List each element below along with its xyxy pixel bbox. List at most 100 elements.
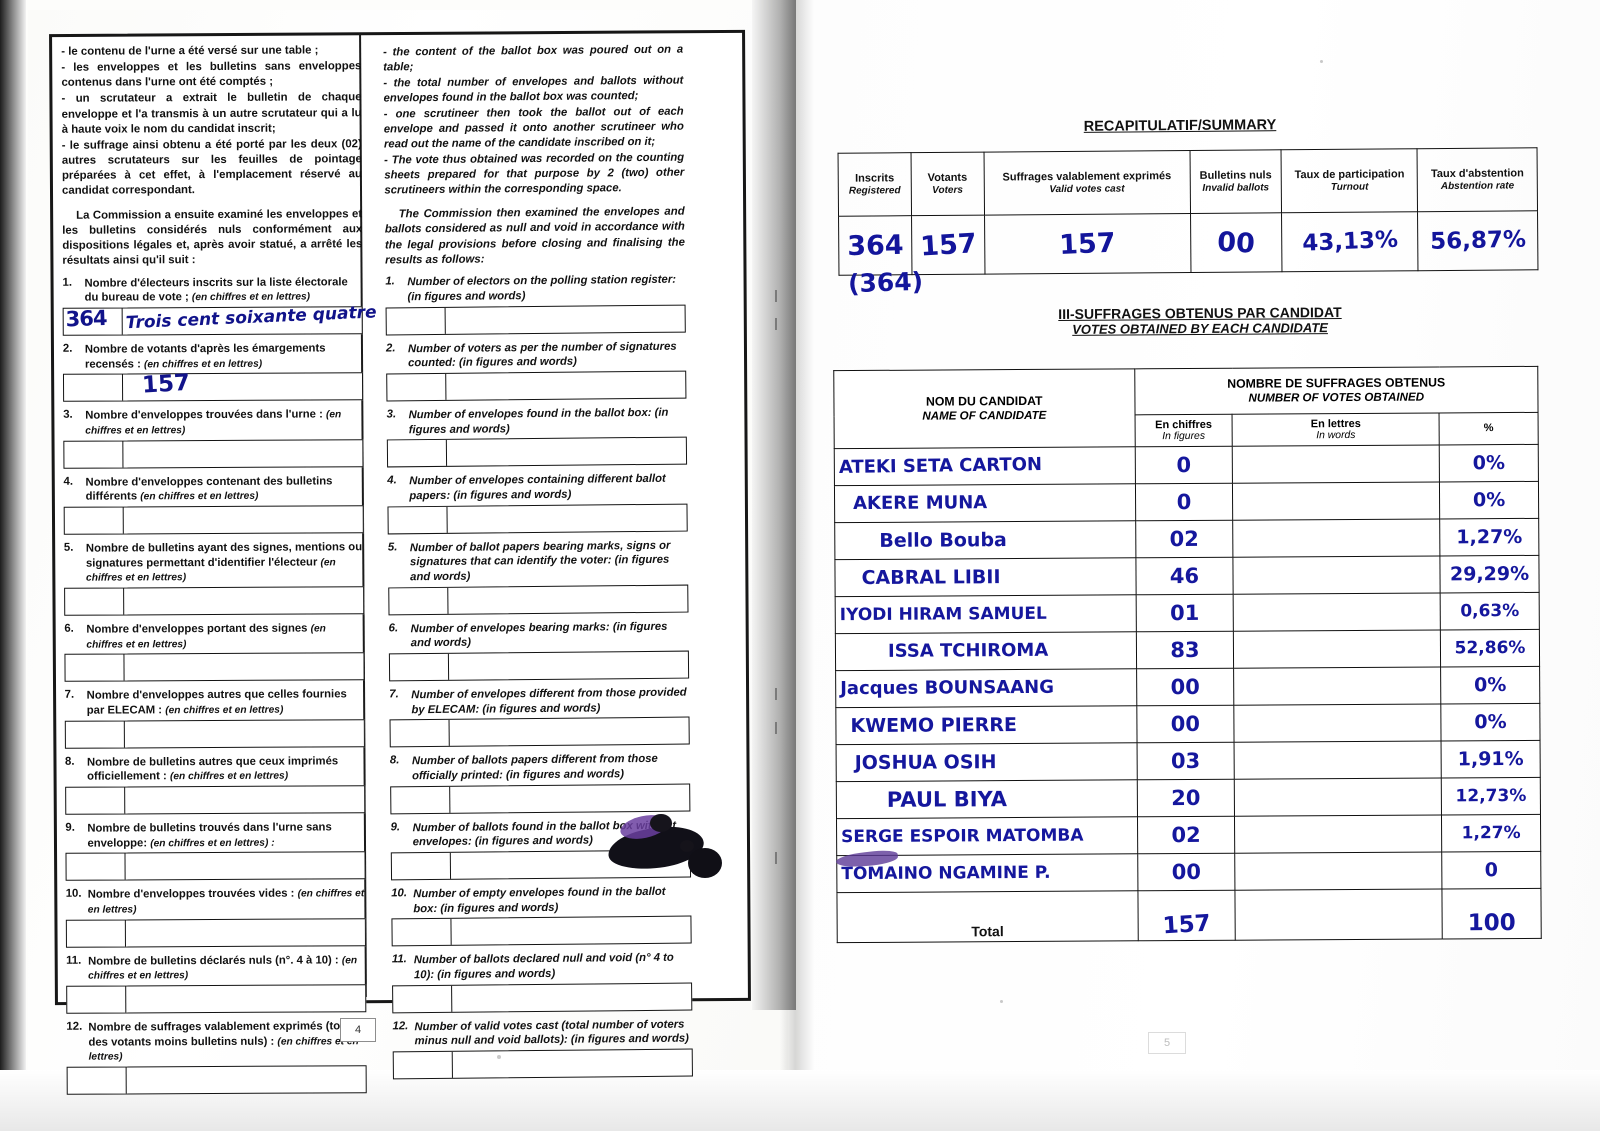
candidate-name: CABRAL LIBII [861, 565, 1001, 589]
answer-figures-cell[interactable] [388, 506, 448, 534]
answer-words-cell[interactable] [449, 652, 688, 680]
answer-box-en-12[interactable] [392, 1048, 693, 1080]
answer-box-en-1[interactable] [385, 304, 686, 336]
answer-figures-cell[interactable] [393, 985, 453, 1013]
answer-words-cell[interactable] [450, 784, 689, 812]
answer-figures-cell[interactable] [67, 1067, 127, 1094]
answer-words-cell[interactable] [124, 654, 363, 681]
answer-words-cell[interactable] [446, 305, 685, 333]
answer-box-en-2[interactable] [386, 370, 687, 402]
summary-table: Inscrits Registered Votants Voters Suffr… [838, 147, 1539, 276]
answer-words-cell[interactable] [125, 786, 364, 813]
table-row: ATEKI SETA CARTON 0 0% [834, 444, 1539, 486]
answer-words-cell[interactable] [124, 587, 363, 614]
answer-box-10[interactable] [65, 918, 366, 948]
answer-words-cell[interactable] [123, 440, 362, 467]
answer-figures-cell[interactable] [389, 587, 449, 615]
label-fr: Suffrages valablement exprimés [1002, 169, 1172, 184]
answer-box-en-8[interactable] [390, 783, 691, 815]
answer-box-5[interactable] [64, 586, 365, 616]
answer-box-12[interactable] [66, 1065, 367, 1095]
answer-figures-cell[interactable] [64, 441, 124, 468]
english-item-5: 5. Number of ballot papers bearing marks… [388, 538, 689, 616]
answer-words-cell[interactable] [446, 372, 685, 400]
answer-box-4[interactable] [63, 505, 364, 535]
summary-value-registered: 364 [838, 215, 912, 276]
answer-words-cell[interactable] [450, 718, 689, 746]
answer-words-cell[interactable] [451, 917, 690, 945]
answer-box-1[interactable]: 364 Trois cent soixante quatre [62, 302, 377, 336]
answer-figures-cell[interactable] [387, 373, 447, 401]
answer-box-en-3[interactable] [386, 436, 688, 468]
item-text: Number of envelopes containing different… [409, 473, 666, 503]
answer-words-cell[interactable] [125, 853, 364, 880]
answer-box-8[interactable] [65, 785, 366, 815]
answer-words-cell[interactable] [452, 983, 691, 1011]
french-column: - le contenu de l'urne a été versé sur u… [61, 43, 377, 1095]
answer-box-11[interactable] [66, 984, 367, 1014]
item-text: Number of electors on the polling statio… [407, 273, 677, 304]
answer-box-en-5[interactable] [388, 584, 689, 616]
answer-box-3[interactable] [63, 438, 364, 469]
answer-box-7[interactable] [64, 718, 365, 749]
answer-figures-cell[interactable] [63, 374, 124, 402]
candidate-figures: 0 [1176, 489, 1192, 514]
answer-figures-cell[interactable] [66, 920, 126, 947]
candidate-pct: 0% [1474, 673, 1507, 696]
answer-figures-cell[interactable] [392, 919, 452, 946]
answer-figures-cell[interactable] [64, 507, 124, 534]
item-text: Number of envelopes different from those… [411, 686, 687, 716]
item-text: Number of envelopes bearing marks: (in f… [410, 620, 668, 650]
answer-box-en-7[interactable] [389, 716, 690, 748]
answer-figures-cell[interactable] [66, 853, 126, 881]
english-item-11: 11. Number of ballots declared null and … [392, 951, 693, 1014]
answer-figures-cell[interactable] [390, 720, 450, 747]
french-item-8: 8. Nombre de bulletins autres que ceux i… [65, 754, 366, 815]
french-item-7: 7. Nombre d'enveloppes autres que celles… [65, 688, 365, 749]
item-number: 6. [388, 622, 399, 635]
answer-figures-cell[interactable] [67, 986, 127, 1013]
item-number: 2. [62, 342, 73, 355]
scan-speck [1320, 60, 1323, 63]
french-bullet-list: - le contenu de l'urne a été versé sur u… [61, 43, 362, 199]
candidate-pct: 0% [1474, 710, 1507, 733]
answer-words-cell[interactable] [447, 504, 686, 532]
answer-words-cell[interactable] [126, 919, 365, 946]
answer-box-en-11[interactable] [392, 982, 693, 1014]
candidate-name: TOMAINO NGAMINE P. [841, 862, 1051, 884]
answer-box-2[interactable]: 157 [62, 370, 364, 403]
candidate-name: ISSA TCHIROMA [887, 640, 1049, 662]
answer-box-9[interactable] [65, 851, 366, 882]
answer-words-cell[interactable] [447, 438, 686, 466]
candidate-figures: 00 [1170, 674, 1200, 699]
item-text: Nombre de bulletins autres que ceux impr… [86, 755, 339, 784]
answer-figures-cell[interactable] [386, 307, 446, 335]
answer-words-cell[interactable] [448, 585, 687, 613]
answer-figures-cell[interactable] [391, 852, 452, 880]
answer-box-en-4[interactable] [387, 503, 688, 535]
answer-words-cell[interactable] [126, 985, 365, 1012]
candidate-pct: 0% [1472, 451, 1506, 474]
answer-box-en-10[interactable] [391, 915, 692, 947]
answer-words-cell[interactable] [127, 1066, 366, 1093]
candidate-pct: 0 [1484, 858, 1499, 881]
answer-figures-cell[interactable] [393, 1051, 453, 1079]
answer-figures-cell[interactable] [391, 786, 451, 814]
answer-words-cell[interactable] [124, 506, 363, 533]
label-fr: Taux de participation [1294, 167, 1405, 181]
answer-box-en-9[interactable] [390, 849, 692, 881]
answer-words-cell[interactable] [453, 1050, 692, 1078]
answer-box-en-6[interactable] [388, 650, 690, 682]
answer-box-6[interactable] [64, 652, 365, 683]
summary-col-turnout: Taux de participation Turnout [1281, 148, 1418, 213]
answer-figures-cell[interactable] [65, 721, 125, 748]
french-item-9: 9. Nombre de bulletins trouvés dans l'ur… [65, 820, 366, 882]
answer-words-cell[interactable] [125, 720, 364, 747]
french-item-2: 2. Nombre de votants d'après les émargem… [62, 341, 364, 403]
answer-figures-cell[interactable] [389, 653, 450, 681]
answer-words-cell[interactable] [451, 851, 690, 879]
answer-figures-cell[interactable] [65, 654, 125, 682]
answer-figures-cell[interactable] [65, 588, 125, 615]
answer-figures-cell[interactable] [387, 440, 448, 467]
answer-figures-cell[interactable] [66, 787, 126, 814]
